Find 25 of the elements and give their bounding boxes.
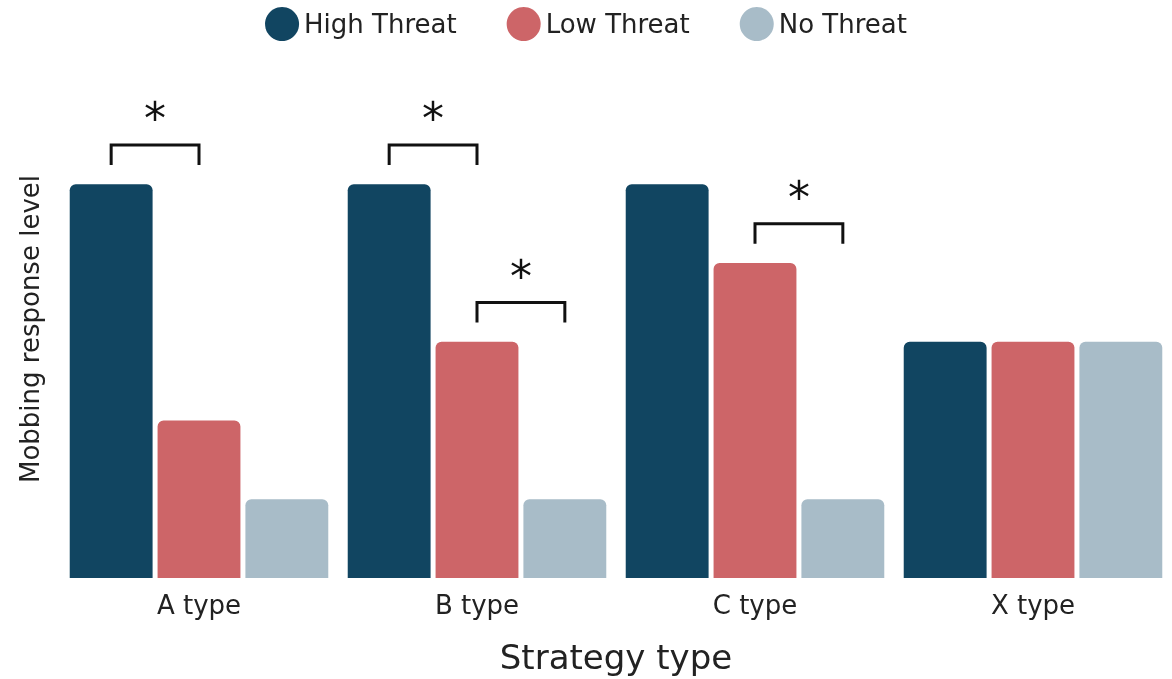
legend-label: High Threat xyxy=(304,9,457,39)
bar xyxy=(713,263,797,578)
bar xyxy=(1079,341,1163,578)
x-tick-label: B type xyxy=(434,590,520,620)
bar xyxy=(347,184,431,578)
bar xyxy=(435,341,519,578)
bar xyxy=(69,184,153,578)
bar xyxy=(903,341,987,578)
legend-label: No Threat xyxy=(778,9,907,39)
bar xyxy=(523,499,607,578)
bar xyxy=(157,420,241,578)
x-tick-label: C type xyxy=(712,590,798,620)
y-axis-title: Mobbing response level xyxy=(15,174,45,484)
x-tick-label: A type xyxy=(156,590,242,620)
text: * xyxy=(144,93,167,145)
annotation: * xyxy=(787,172,810,224)
annotation: * xyxy=(509,250,532,302)
bar xyxy=(991,341,1075,578)
bar xyxy=(245,499,329,578)
bar xyxy=(801,499,885,578)
bar xyxy=(625,184,709,578)
legend-label: Low Threat xyxy=(545,9,690,39)
text: * xyxy=(422,93,445,145)
x-axis-title: Strategy type xyxy=(499,637,733,677)
x-tick-label: X type xyxy=(990,590,1076,620)
